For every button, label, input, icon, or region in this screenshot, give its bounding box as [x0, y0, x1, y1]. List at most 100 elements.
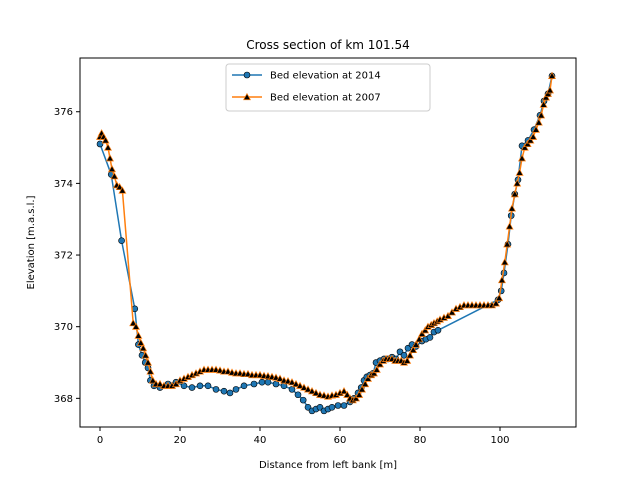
data-point — [328, 403, 336, 411]
data-point — [426, 334, 434, 341]
data-point — [104, 143, 112, 151]
data-point — [299, 396, 307, 404]
data-point — [532, 125, 540, 133]
data-point — [136, 338, 145, 346]
data-point — [537, 111, 546, 119]
data-point — [340, 402, 348, 409]
plot-area — [79, 57, 577, 428]
legend-marker — [243, 71, 251, 79]
data-point — [412, 340, 420, 348]
legend-box — [225, 63, 431, 112]
data-point — [340, 387, 348, 395]
data-point — [500, 258, 509, 266]
data-point — [334, 402, 342, 409]
data-point — [240, 382, 248, 390]
data-point — [258, 378, 266, 386]
chart-title: Cross section of km 101.54 — [246, 38, 410, 52]
data-point — [148, 376, 157, 384]
y-tick-label: 370 — [54, 322, 73, 333]
data-point — [510, 190, 519, 198]
data-point — [370, 369, 378, 377]
data-point — [518, 154, 526, 162]
data-point — [343, 390, 352, 398]
data-point — [505, 222, 514, 230]
data-point — [508, 204, 516, 212]
data-point — [141, 351, 150, 359]
y-axis: 368 370 372 374 376 — [54, 107, 80, 405]
data-point — [172, 379, 180, 388]
data-point — [542, 93, 550, 101]
data-point — [292, 379, 300, 388]
series-layer — [96, 71, 556, 415]
data-point — [134, 331, 143, 339]
data-point — [409, 345, 418, 354]
x-axis-label: Distance from left bank [m] — [259, 460, 397, 471]
data-point — [132, 322, 140, 330]
data-point — [400, 352, 408, 359]
data-point — [300, 383, 308, 391]
data-point — [529, 132, 538, 140]
y-tick-label: 374 — [54, 179, 73, 190]
data-point — [196, 382, 204, 390]
x-tick-label: 60 — [334, 435, 347, 446]
x-axis: 0 20 40 60 80 100 — [97, 427, 510, 446]
data-point — [520, 143, 529, 151]
y-tick-label: 376 — [54, 107, 73, 118]
data-point — [288, 386, 296, 393]
data-point — [276, 374, 284, 382]
data-point — [272, 380, 280, 388]
data-point — [180, 382, 188, 390]
data-point — [110, 172, 119, 180]
data-point — [358, 385, 366, 393]
series-2007 — [96, 71, 556, 404]
legend-items: Bed elevation at 2014 Bed elevation at 20… — [232, 71, 381, 104]
data-point — [232, 386, 240, 393]
x-tick-label: 20 — [174, 435, 187, 446]
y-tick-label: 368 — [54, 394, 73, 405]
data-point — [106, 154, 114, 162]
data-point — [220, 387, 228, 395]
data-point — [226, 389, 234, 397]
legend: Bed elevation at 2014 Bed elevation at 20… — [225, 63, 431, 112]
data-point — [294, 391, 302, 399]
data-point — [503, 240, 512, 248]
data-point — [204, 382, 212, 390]
data-point — [403, 356, 412, 364]
data-point — [361, 379, 370, 388]
data-point — [415, 335, 424, 343]
data-point — [444, 311, 452, 320]
data-point — [101, 136, 110, 144]
data-point — [352, 394, 360, 402]
y-axis-label: Elevation [m.a.s.l.] — [26, 195, 37, 289]
data-point — [288, 378, 296, 386]
data-point — [515, 168, 524, 176]
data-point — [308, 387, 316, 395]
data-point — [539, 100, 548, 108]
data-point — [495, 293, 504, 302]
plot-frame — [79, 57, 577, 428]
data-point — [264, 378, 272, 386]
data-point — [418, 329, 426, 337]
data-point — [421, 326, 430, 334]
data-point — [364, 374, 372, 382]
data-point — [406, 351, 414, 359]
data-point — [434, 326, 442, 334]
data-point — [146, 367, 155, 375]
data-point — [376, 360, 384, 368]
data-point — [129, 318, 138, 327]
data-point — [312, 388, 320, 397]
data-point — [372, 365, 381, 373]
data-point — [115, 182, 124, 191]
legend-label: Bed elevation at 2007 — [270, 93, 381, 104]
data-point — [96, 140, 104, 148]
legend-label: Bed elevation at 2014 — [270, 71, 381, 82]
data-point — [355, 390, 364, 398]
data-point — [144, 358, 152, 366]
data-point — [212, 386, 220, 393]
data-point — [250, 380, 258, 388]
data-point — [139, 344, 148, 352]
data-point — [544, 89, 552, 97]
data-point — [534, 118, 543, 126]
x-tick-label: 100 — [490, 435, 509, 446]
